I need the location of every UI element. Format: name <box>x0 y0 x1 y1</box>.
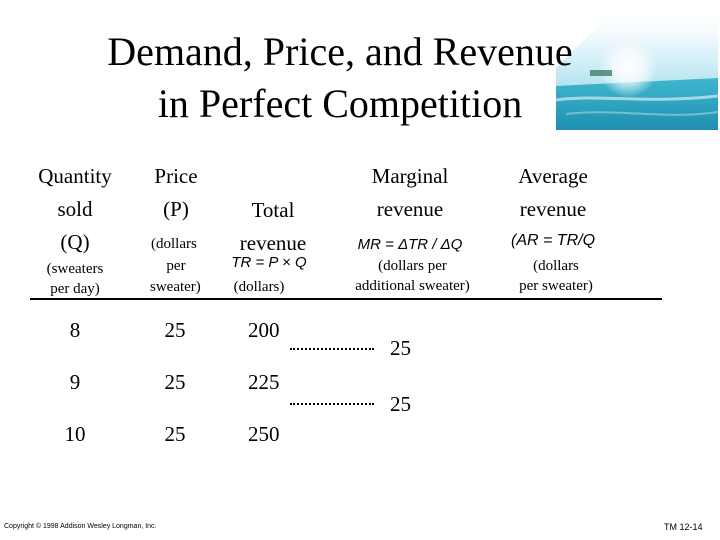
header-rule <box>30 298 662 300</box>
title-line-2: in Perfect Competition <box>157 81 523 126</box>
quantity-header-line-1: Quantity <box>38 164 112 188</box>
price-header-line-1: Price <box>154 164 198 188</box>
marginal-revenue-cell: 25 <box>390 336 411 360</box>
average-revenue-header: Average revenue <box>498 160 608 226</box>
quantity-cell: 9 <box>69 370 81 394</box>
price-cell: 25 <box>164 370 186 394</box>
average-revenue-unit-2: per sweater) <box>519 278 593 294</box>
quantity-unit-line-2: per day) <box>50 281 100 297</box>
price-header-line-2: (P) <box>163 197 189 221</box>
marginal-revenue-header: Marginal revenue <box>340 160 480 226</box>
price-header: Price (P) <box>138 160 214 226</box>
average-revenue-formula: (AR = TR/Q <box>511 232 596 249</box>
quantity-header: Quantity sold (Q) (sweaters per day) <box>20 160 130 299</box>
marginal-revenue-cell: 25 <box>390 392 411 416</box>
quantity-cell: 8 <box>69 318 81 342</box>
price-cell: 25 <box>164 318 186 342</box>
marginal-revenue-line-1: Marginal <box>371 164 449 188</box>
copyright-notice: Copyright © 1998 Addison Wesley Longman,… <box>4 523 157 530</box>
price-cell: 25 <box>164 422 186 446</box>
marginal-connector-line <box>290 348 374 350</box>
total-revenue-line-2: revenue <box>239 231 307 255</box>
average-revenue-unit-1: (dollars <box>533 258 579 274</box>
marginal-revenue-line-2: revenue <box>376 197 444 221</box>
beach-photo <box>556 8 718 130</box>
total-revenue-formula: TR = P × Q <box>231 254 307 271</box>
total-revenue-header: Total revenue <box>218 194 328 260</box>
price-unit-line-2: per <box>166 258 186 274</box>
marginal-revenue-unit-2: additional sweater) <box>355 278 470 294</box>
average-revenue-line-1: Average <box>518 164 588 188</box>
total-revenue-cell: 200 <box>248 318 280 342</box>
total-revenue-unit: (dollars) <box>233 279 285 295</box>
marginal-connector-line <box>290 403 374 405</box>
average-revenue-line-2: revenue <box>519 197 587 221</box>
marginal-revenue-formula: MR = ΔTR / ΔQ <box>357 236 463 253</box>
total-revenue-line-1: Total <box>251 198 295 222</box>
title-line-1: Demand, Price, and Revenue <box>107 29 573 74</box>
marginal-revenue-unit-1: (dollars per <box>378 258 447 274</box>
quantity-header-line-2: sold <box>57 197 93 221</box>
slide-number: TM 12-14 <box>664 522 703 532</box>
price-unit-line-3: sweater) <box>150 279 201 295</box>
total-revenue-cell: 225 <box>248 370 280 394</box>
quantity-unit-line-1: (sweaters <box>46 261 104 277</box>
total-revenue-cell: 250 <box>248 422 280 446</box>
price-unit-line-1: (dollars <box>151 236 197 252</box>
quantity-header-line-3: (Q) <box>60 230 90 254</box>
quantity-cell: 10 <box>64 422 86 446</box>
